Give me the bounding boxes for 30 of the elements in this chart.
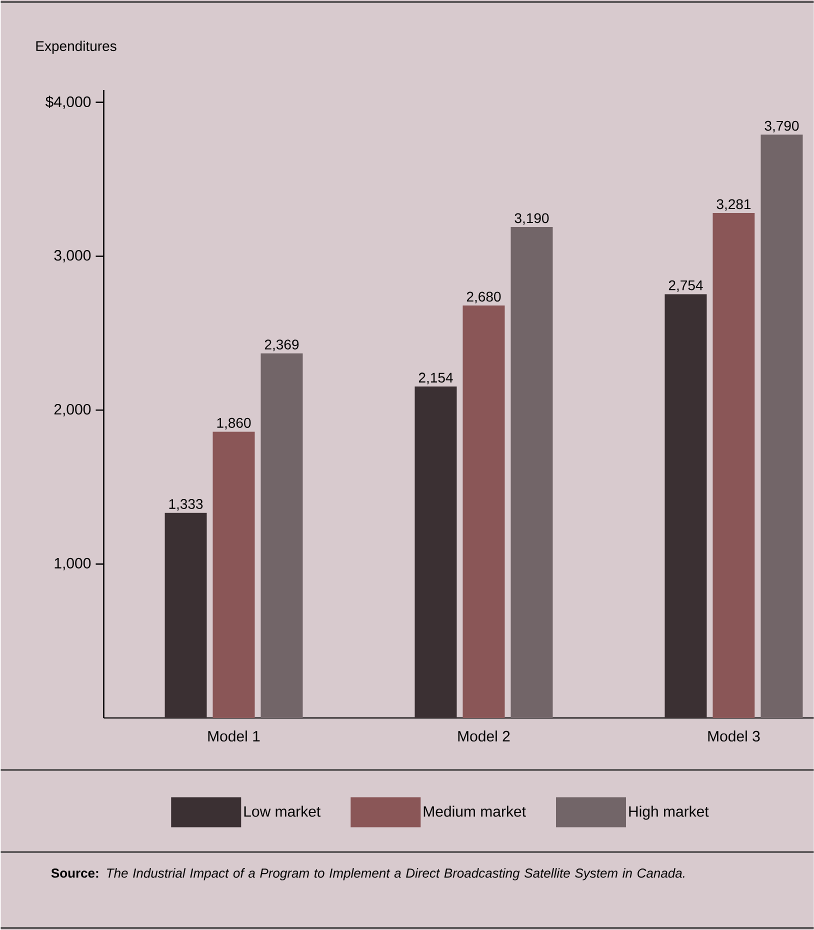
legend-label: Low market [244,806,320,817]
data-label: 1,333 [169,499,202,511]
data-label: 3,790 [764,120,798,132]
bar [260,353,303,718]
data-label: 3,190 [514,213,548,225]
x-tick-label: Model 1 [208,730,260,742]
data-label: 2,754 [668,280,703,292]
bar [212,432,255,718]
y-tick-label: 2,000 [54,404,90,416]
y-tick-label: 1,000 [54,558,90,570]
bar [664,294,707,718]
x-tick-label: Model 3 [708,730,760,742]
data-label: 2,154 [418,372,453,384]
bar [164,512,207,718]
bar [712,212,755,718]
bar [414,386,457,718]
text: Source: The Industrial Impact of a Program to Implement a Direct Broadcasting Satellite System in Canada. [51,868,684,880]
data-label: 2,369 [264,340,298,352]
legend-label: Medium market [424,806,526,817]
x-tick-label: Model 2 [458,730,510,742]
y-axis-title: Expenditures [36,40,116,54]
data-label: 3,281 [716,199,750,211]
data-label: 1,860 [217,418,250,430]
data-label: 2,680 [466,292,500,304]
legend-label: High market [628,806,708,820]
bar [510,226,553,718]
y-tick-label: $4,000 [45,96,90,109]
bar [462,305,505,718]
y-tick-label: 3,000 [54,250,90,262]
bar [760,134,803,718]
